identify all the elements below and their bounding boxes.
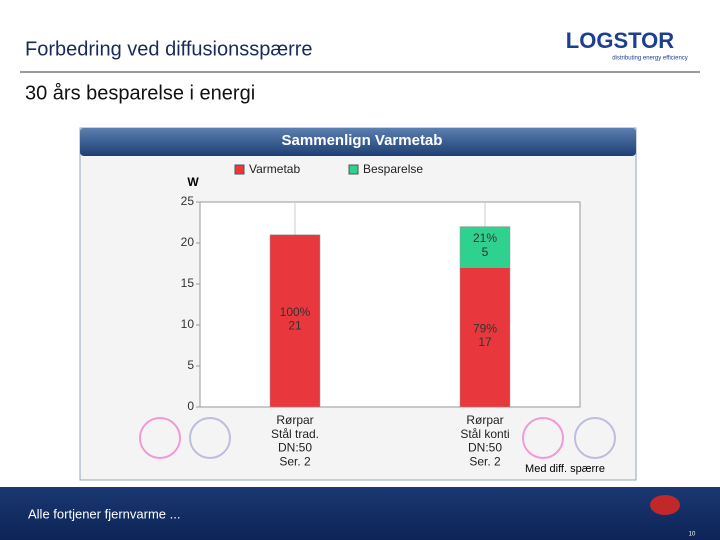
value-label: 100% 21 xyxy=(280,305,311,333)
y-tick-label: 25 xyxy=(181,194,195,208)
bar-segment xyxy=(269,234,321,408)
legend-label: Besparelse xyxy=(363,162,423,176)
plot-area xyxy=(199,201,581,408)
annotation: Med diff. spærre xyxy=(525,463,605,475)
legend-swatch xyxy=(234,164,245,175)
y-tick-label: 15 xyxy=(181,276,195,290)
logo-tagline: distributing energy efficiency xyxy=(612,56,688,62)
y-tick-label: 10 xyxy=(181,317,195,331)
bar-segment xyxy=(459,267,511,408)
value-label: 79% 17 xyxy=(473,321,497,349)
y-tick-label: 0 xyxy=(187,399,194,413)
footer-text: Alle fortjener fjernvarme ... xyxy=(28,506,180,521)
pipe-images xyxy=(139,417,616,459)
footer-band xyxy=(0,487,720,540)
x-tick-label: Rørpar Stål trad. DN:50 Ser. 2 xyxy=(271,413,319,468)
y-tick-label: 20 xyxy=(181,235,195,249)
logo: LOGSTOR xyxy=(566,28,674,53)
bar-segment xyxy=(459,226,511,268)
chart-title: Sammenlign Varmetab xyxy=(282,132,443,149)
legend-swatch xyxy=(348,164,359,175)
y-axis-label: W xyxy=(187,175,199,189)
page-number: 10 xyxy=(689,532,696,538)
slide-title: Forbedring ved diffusionsspærre xyxy=(25,38,313,60)
y-tick-label: 5 xyxy=(187,358,194,372)
slide-subtitle: 30 års besparelse i energi xyxy=(25,82,255,104)
ladybug-icon xyxy=(650,495,680,515)
x-tick-label: Rørpar Stål konti DN:50 Ser. 2 xyxy=(460,413,509,468)
legend-label: Varmetab xyxy=(249,162,300,176)
value-label: 21% 5 xyxy=(473,231,497,259)
chart-header xyxy=(80,128,636,156)
